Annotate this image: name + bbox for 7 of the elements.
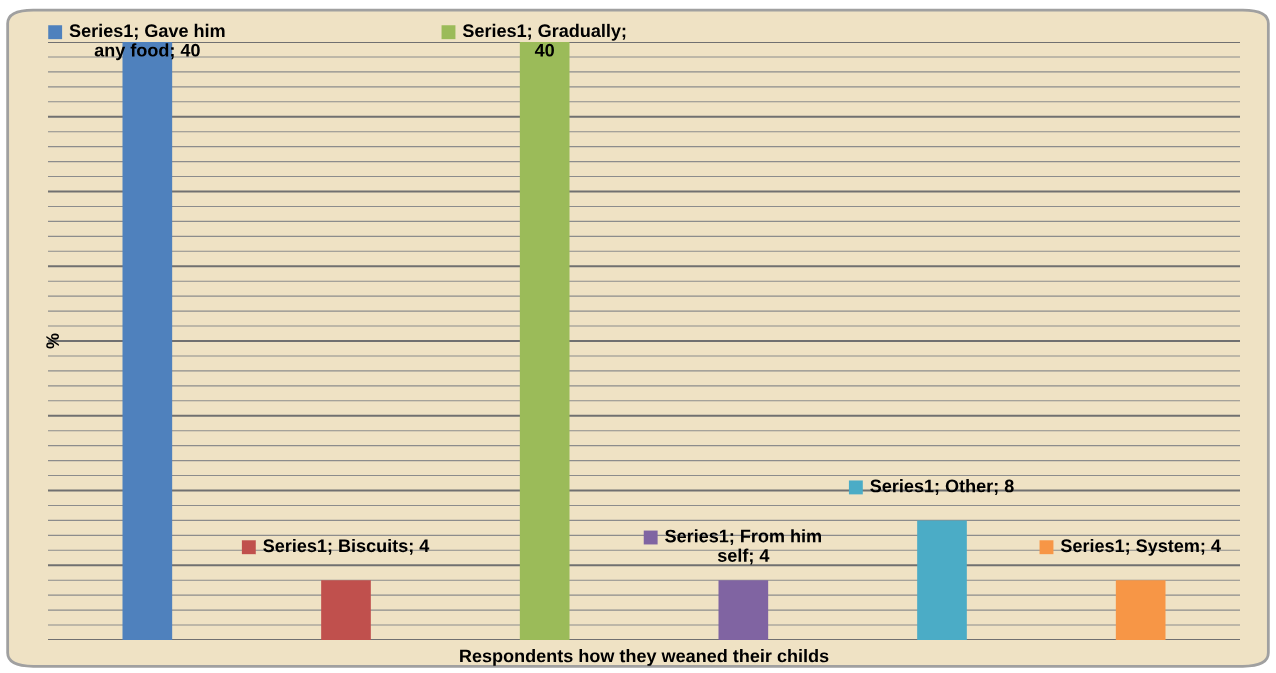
data-label: Series1; From him self; 4 (665, 529, 821, 565)
y-axis-title: % (46, 333, 59, 349)
data-label: Series1; Gradually; 40 (462, 23, 626, 57)
x-axis-title: Respondents how they weaned their childs (460, 649, 829, 666)
data-label: Series1; Other; 8 (870, 479, 1014, 495)
data-label: Series1; Biscuits; 4 (263, 538, 430, 555)
data-label: Series1; System; 4 (1060, 538, 1221, 556)
